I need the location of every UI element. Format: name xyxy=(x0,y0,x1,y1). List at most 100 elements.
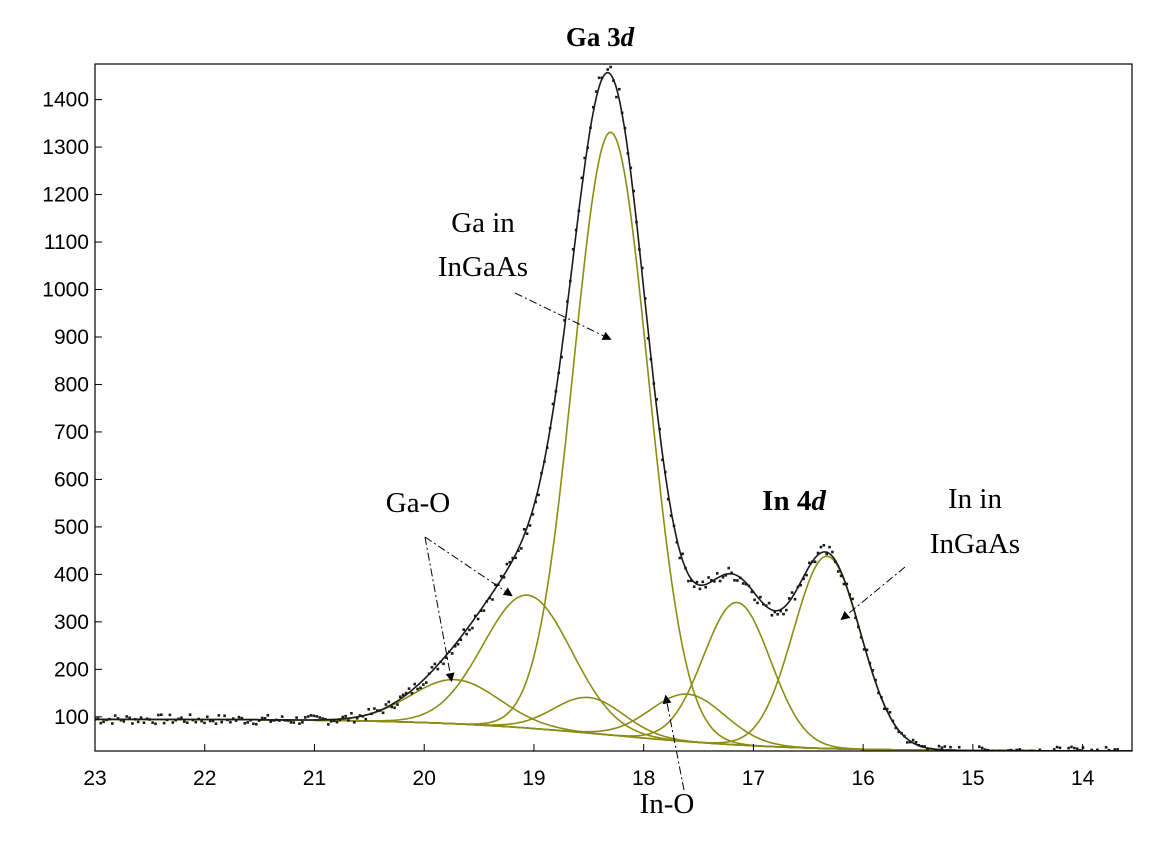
data-point xyxy=(836,570,840,573)
data-point xyxy=(851,597,854,601)
data-point xyxy=(125,715,128,718)
arrow-in_ingaas-1 xyxy=(840,566,906,621)
data-point xyxy=(430,666,434,669)
data-point xyxy=(286,719,290,722)
data-point xyxy=(511,556,514,560)
component-peak-4 xyxy=(95,696,1132,751)
data-point xyxy=(580,176,584,180)
data-point xyxy=(468,628,471,632)
data-point xyxy=(522,528,526,531)
data-point xyxy=(280,715,284,718)
data-point xyxy=(370,712,373,716)
data-point xyxy=(142,721,146,724)
data-point xyxy=(436,667,440,671)
y-tick-label-300: 300 xyxy=(54,611,89,634)
data-point xyxy=(684,566,687,570)
data-point xyxy=(266,714,270,717)
component-peak-2 xyxy=(95,594,1132,751)
data-point xyxy=(341,715,344,719)
data-point xyxy=(652,382,656,385)
data-point xyxy=(753,598,756,602)
data-point xyxy=(707,576,710,579)
data-point xyxy=(488,596,491,600)
data-point xyxy=(914,741,918,744)
data-point xyxy=(471,626,474,630)
data-point xyxy=(750,590,754,594)
data-point xyxy=(574,228,578,232)
data-point xyxy=(1078,749,1082,751)
data-point xyxy=(551,402,555,406)
y-tick-label-1000: 1000 xyxy=(42,279,89,302)
data-point xyxy=(658,427,661,431)
data-point xyxy=(139,716,143,719)
data-point xyxy=(105,718,108,722)
data-point xyxy=(321,717,324,720)
data-point xyxy=(911,738,915,742)
x-tick-label-17: 17 xyxy=(742,767,765,790)
data-point xyxy=(1090,748,1093,751)
data-point xyxy=(151,721,154,724)
data-point xyxy=(318,716,321,719)
data-point xyxy=(520,547,523,550)
data-point xyxy=(747,584,751,588)
data-point xyxy=(335,720,339,724)
data-point xyxy=(171,721,175,724)
data-point xyxy=(871,669,875,672)
data-point xyxy=(1125,753,1128,756)
data-point xyxy=(237,715,241,719)
data-point xyxy=(569,279,572,283)
data-point xyxy=(148,718,151,721)
data-point xyxy=(534,500,537,504)
annotation-ga-ingaas: Ga in InGaAs xyxy=(438,207,528,283)
data-point xyxy=(505,562,509,566)
data-point xyxy=(1013,752,1016,755)
data-point xyxy=(136,720,140,724)
data-point xyxy=(857,625,860,629)
chart-title: Ga 3d xyxy=(566,22,635,52)
data-point xyxy=(903,734,906,738)
data-point xyxy=(396,703,399,706)
data-point xyxy=(813,560,817,564)
data-point xyxy=(643,297,647,300)
data-point xyxy=(99,721,103,725)
data-point xyxy=(1062,752,1065,755)
data-point xyxy=(923,745,926,748)
data-point xyxy=(983,748,987,751)
data-point xyxy=(229,720,232,724)
data-point xyxy=(762,602,765,606)
data-point xyxy=(445,656,448,659)
raw-data-points xyxy=(95,64,1128,756)
data-point xyxy=(145,717,149,721)
data-point xyxy=(309,714,313,717)
data-point xyxy=(197,717,200,721)
data-point xyxy=(646,337,650,340)
data-point xyxy=(324,717,327,721)
data-point xyxy=(263,717,267,720)
data-point xyxy=(649,357,653,361)
data-point xyxy=(842,582,846,586)
axes: 100 200 300 400 500 600 700 800 900 1000 1100 1200 1… xyxy=(42,63,1133,790)
data-point xyxy=(672,524,676,528)
data-point xyxy=(859,636,863,639)
data-point xyxy=(1038,748,1042,751)
data-point xyxy=(767,601,771,605)
data-point xyxy=(174,718,177,722)
data-point xyxy=(727,566,730,570)
data-point xyxy=(845,582,849,586)
data-point xyxy=(393,706,396,710)
data-point xyxy=(831,550,834,554)
y-tick-label-600: 600 xyxy=(54,468,89,491)
data-point xyxy=(131,722,134,725)
data-point xyxy=(955,752,958,755)
data-point xyxy=(450,652,454,655)
data-point xyxy=(545,446,549,449)
data-point xyxy=(1027,753,1030,756)
data-point xyxy=(206,715,209,719)
data-point xyxy=(531,513,535,516)
data-point xyxy=(741,582,745,585)
data-point xyxy=(399,695,402,699)
data-point xyxy=(773,610,777,614)
data-point xyxy=(848,593,851,596)
data-point xyxy=(419,686,422,690)
data-point xyxy=(387,700,391,704)
